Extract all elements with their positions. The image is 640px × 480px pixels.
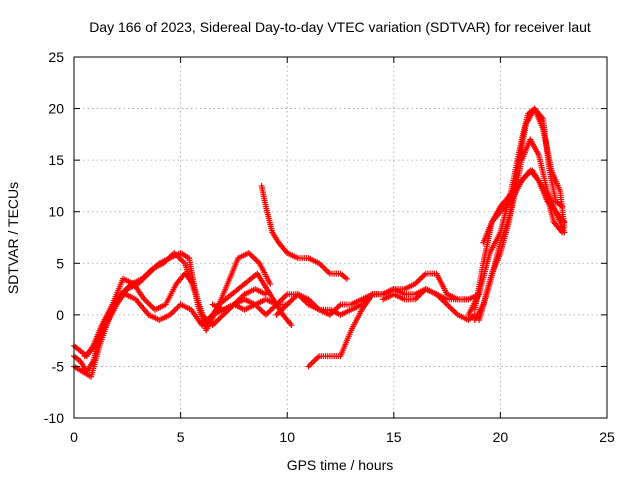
y-tick-label-1: -5 [52,358,65,374]
y-tick-label-0: -10 [44,410,64,426]
series-track-8 [305,270,472,370]
y-tick-label-5: 15 [48,152,64,168]
series-track-1 [71,291,291,375]
y-tick-label-7: 25 [48,49,64,65]
data-point [288,322,295,329]
chart-title: Day 166 of 2023, Sidereal Day-to-day VTE… [89,19,591,35]
x-tick-label-1: 5 [177,429,185,445]
y-tick-label-2: 0 [56,307,64,323]
data-point [465,296,472,303]
y-tick-label-4: 10 [48,204,64,220]
axis-ticks: 0 5 10 15 20 25 -10 -5 0 5 10 15 20 25 [44,49,615,445]
y-tick-label-6: 20 [48,101,64,117]
y-tick-label-3: 5 [56,255,64,271]
x-tick-label-4: 20 [493,429,509,445]
data-points [71,105,568,380]
series-track-6 [258,182,350,282]
data-point [561,224,568,231]
x-axis-label: GPS time / hours [287,457,394,473]
grid-lines [74,57,607,418]
data-point [343,275,350,282]
series-track-4 [81,249,274,360]
series-track-13 [480,167,566,246]
x-tick-label-3: 15 [386,429,402,445]
data-point [559,229,566,236]
series-track-14 [471,105,568,324]
y-axis-label: SDTVAR / TECUs [5,182,21,294]
data-point [267,280,274,287]
x-tick-label-5: 25 [599,429,615,445]
x-tick-label-0: 0 [70,429,78,445]
series-track-9 [380,286,478,324]
x-tick-label-2: 10 [279,429,295,445]
plot-area-border [73,56,608,419]
